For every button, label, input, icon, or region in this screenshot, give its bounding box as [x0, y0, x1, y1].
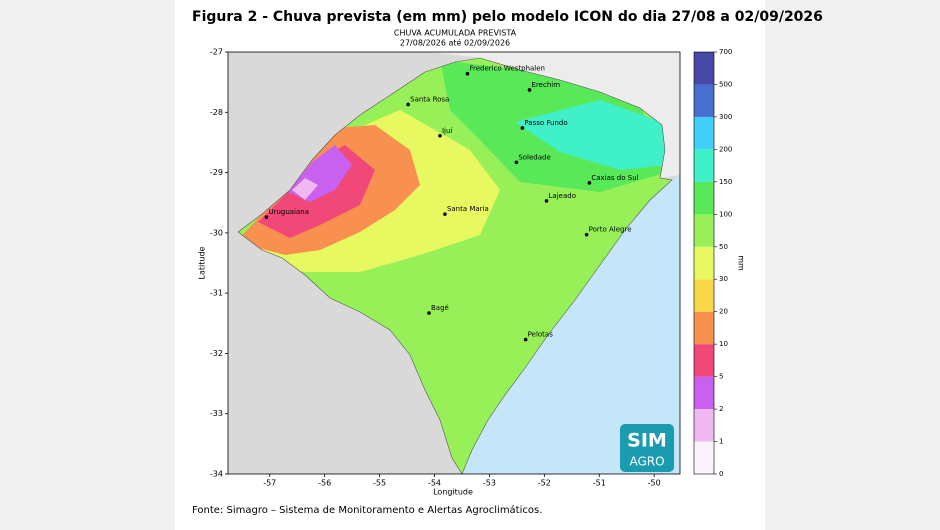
city-label: Erechim [532, 81, 561, 89]
city-marker [427, 311, 431, 315]
colorbar-tick-label: 500 [719, 80, 732, 88]
logo-box [620, 424, 674, 472]
colorbar-segment [694, 84, 714, 117]
colorbar-tick-label: 10 [719, 340, 728, 348]
y-tick-label: -33 [210, 409, 223, 418]
city-marker [520, 126, 525, 130]
city-label: Soledade [518, 153, 550, 161]
city-label: Santa Rosa [410, 95, 449, 103]
y-tick-label: -30 [210, 228, 223, 237]
colorbar-tick-label: 5 [719, 373, 723, 381]
y-tick-label: -28 [210, 108, 223, 117]
city-marker [584, 232, 589, 237]
colorbar-segment [694, 214, 714, 247]
colorbar-segment [694, 376, 714, 410]
city-marker [264, 215, 269, 219]
colorbar-segment [694, 116, 714, 150]
city-marker [438, 133, 442, 138]
x-tick-label: -50 [648, 479, 661, 488]
rain-area [292, 178, 318, 200]
y-tick-label: -31 [210, 289, 223, 298]
colorbar-segment [694, 441, 714, 474]
city-marker [514, 160, 519, 165]
city-label: Porto Alegre [589, 226, 632, 234]
colorbar-tick-label: 300 [719, 113, 732, 121]
logo-text: SIM [627, 430, 667, 452]
city-label: Passo Fundo [524, 119, 567, 127]
x-tick-label: -54 [428, 479, 441, 488]
city-marker [443, 212, 447, 216]
x-tick-label: -55 [373, 479, 386, 488]
city-marker [465, 71, 470, 76]
map: SIM AGRO [227, 51, 681, 475]
ocean [462, 175, 680, 474]
x-tick-label: -57 [263, 479, 276, 488]
x-tick-label: -53 [483, 479, 496, 488]
city-label: Lajeado [549, 192, 576, 200]
logo-text: AGRO [629, 455, 664, 469]
colorbar-tick-label: 30 [719, 275, 728, 283]
colorbar-segment [694, 149, 714, 182]
y-axis-label: Latitude [198, 246, 207, 279]
city-label: Uruguaiana [268, 208, 309, 216]
city-marker [527, 88, 532, 92]
x-axis-label: Longitude [433, 488, 473, 497]
colorbar-tick-label: 100 [719, 210, 732, 218]
x-tick-label: -56 [318, 479, 331, 488]
colorbar-tick-label: 150 [719, 178, 732, 186]
city-label: Bagé [431, 304, 449, 312]
colorbar-segment [694, 409, 714, 442]
colorbar-tick-label: 1 [719, 438, 723, 446]
source: Fonte: Simagro – Sistema de Monitorament… [192, 504, 542, 516]
y-tick-label: -32 [210, 349, 223, 358]
colorbar-frame [693, 51, 715, 475]
map-frame [227, 51, 681, 475]
colorbar-tick-label: 50 [719, 243, 728, 251]
y-tick-label: -27 [210, 48, 223, 57]
colorbar-segment [694, 311, 714, 345]
x-tick-label: -51 [593, 479, 606, 488]
colorbar-segment [694, 344, 714, 377]
colorbar-tick-label: 0 [719, 470, 723, 478]
city-label: Caxias do Sul [591, 174, 638, 182]
city-label: Santa Maria [447, 205, 489, 213]
colorbar-segment [694, 246, 714, 280]
colorbar-segment [694, 181, 714, 215]
colorbar-segment [694, 279, 714, 312]
city-marker [587, 181, 592, 185]
title: Figura 2 - Chuva prevista (em mm) pelo m… [192, 9, 823, 25]
colorbar-tick-label: 20 [719, 308, 728, 316]
city-label: Ijuí [442, 127, 453, 135]
rain-area [515, 100, 668, 170]
city-label: Frederico Westphalen [469, 65, 545, 73]
x-tick-label: -52 [538, 479, 551, 488]
colorbar-segment [694, 52, 714, 85]
city-marker [544, 199, 549, 203]
city-label: Pelotas [528, 331, 554, 339]
logo: SIM AGRO [620, 424, 674, 472]
colorbar-label: mm [737, 255, 746, 271]
city-marker [523, 337, 528, 342]
subtitle: 27/08/2026 até 02/09/2026 [400, 38, 510, 48]
colorbar-tick-label: 2 [719, 405, 723, 413]
city-marker [406, 102, 410, 107]
y-tick-label: -29 [210, 168, 223, 177]
subtitle: CHUVA ACUMULADA PREVISTA [394, 29, 517, 38]
colorbar-tick-label: 700 [719, 48, 732, 56]
y-tick-label: -34 [210, 470, 223, 479]
neighbor-land [430, 52, 680, 178]
colorbar-tick-label: 200 [719, 145, 732, 153]
